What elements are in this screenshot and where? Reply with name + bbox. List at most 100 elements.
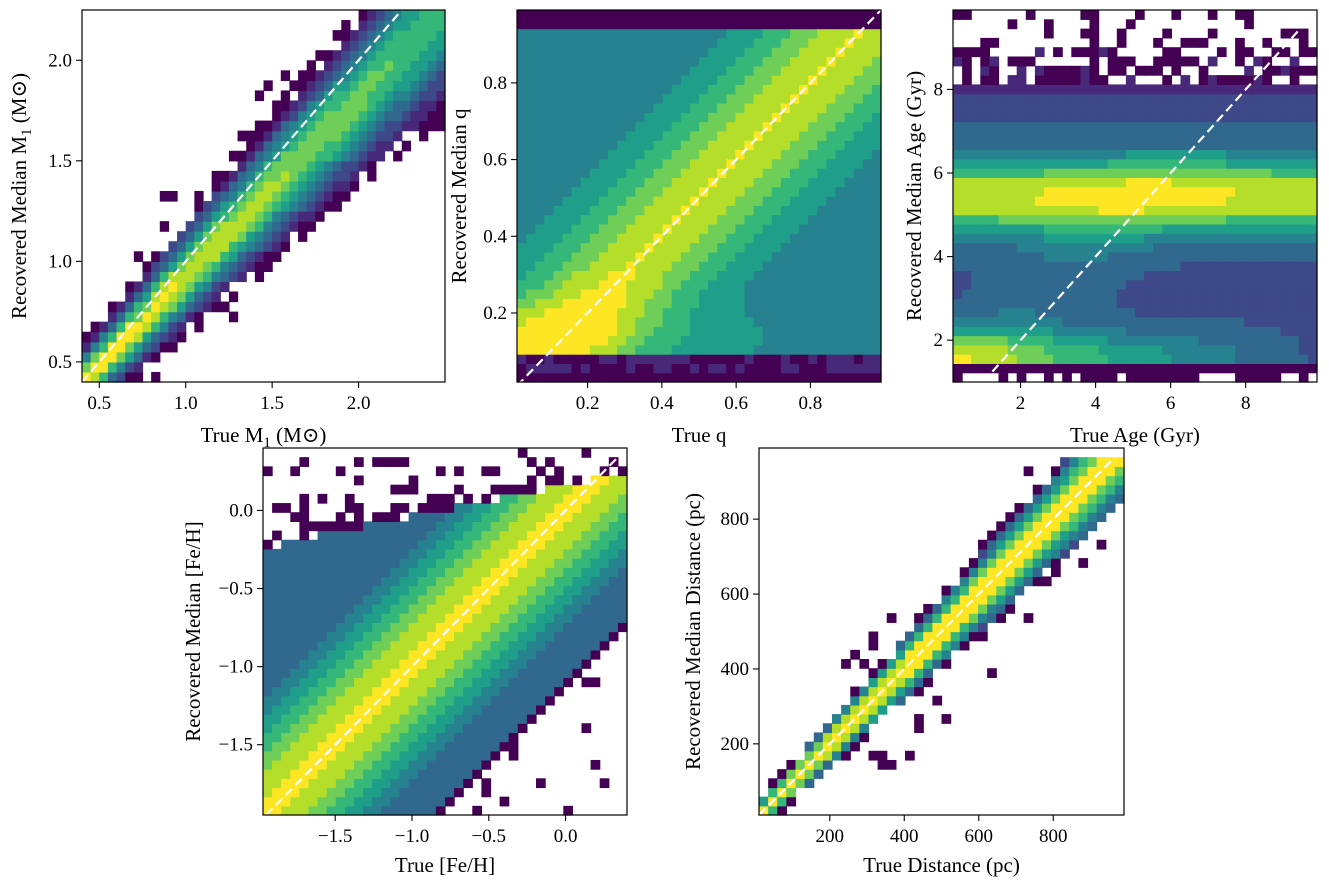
heatmap-cell — [571, 196, 582, 206]
heatmap-cell — [762, 84, 773, 95]
heatmap-cell — [832, 714, 842, 724]
heatmap-cell — [850, 695, 860, 706]
heatmap-cell — [989, 233, 1000, 244]
heatmap-cell — [581, 631, 592, 642]
heatmap-cell — [744, 10, 755, 20]
plot-frame-m1 — [81, 9, 446, 383]
heatmap-cell — [290, 659, 300, 669]
heatmap-cell — [853, 196, 864, 206]
heatmap-cell — [662, 214, 673, 225]
heatmap-cell — [381, 548, 391, 559]
heatmap-cell — [1207, 354, 1218, 364]
heatmap-cell — [526, 121, 536, 132]
heatmap-cell — [399, 677, 410, 688]
heatmap-cell — [580, 214, 591, 225]
heatmap-cell — [989, 196, 1000, 206]
heatmap-cell — [744, 251, 755, 262]
heatmap-cell — [653, 372, 664, 383]
heatmap-cell — [998, 307, 1009, 318]
heatmap-cell — [408, 741, 419, 752]
heatmap-cell — [1298, 261, 1309, 271]
heatmap-cell — [626, 158, 636, 169]
heatmap-cell — [358, 20, 368, 31]
heatmap-cell — [895, 649, 906, 660]
heatmap-cell — [1289, 140, 1300, 151]
heatmap-cell — [571, 130, 582, 141]
heatmap-cell — [554, 585, 564, 596]
heatmap-cell — [780, 75, 791, 85]
heatmap-cell — [1307, 177, 1318, 188]
heatmap-cell — [753, 65, 764, 76]
heatmap-cell — [306, 221, 316, 232]
heatmap-cell — [771, 205, 782, 216]
heatmap-cell — [853, 65, 864, 76]
heatmap-cell — [717, 270, 727, 281]
heatmap-cell — [1144, 344, 1154, 355]
heatmap-cell — [1171, 316, 1182, 327]
heatmap-cell — [1116, 344, 1127, 355]
heatmap-cell — [1226, 186, 1236, 197]
heatmap-cell — [372, 787, 382, 798]
heatmap-cell — [1216, 47, 1227, 58]
heatmap-cell — [1280, 214, 1291, 225]
heatmap-cell — [1298, 149, 1309, 160]
heatmap-cell — [363, 686, 373, 697]
heatmap-cell — [608, 530, 619, 541]
heatmap-cell — [726, 196, 736, 206]
heatmap-cell — [780, 158, 791, 169]
heatmap-cell — [835, 251, 846, 262]
heatmap-cell — [717, 158, 727, 169]
heatmap-cell — [435, 548, 446, 559]
heatmap-cell — [1216, 75, 1227, 85]
heatmap-cell — [653, 19, 664, 30]
heatmap-cell — [905, 668, 915, 678]
heatmap-cell — [699, 140, 709, 151]
heatmap-cell — [1244, 279, 1254, 290]
heatmap-cell — [125, 371, 135, 383]
heatmap-cell — [1226, 121, 1236, 132]
heatmap-cell — [735, 84, 746, 95]
heatmap-cell — [326, 677, 337, 688]
heatmap-cell — [1226, 307, 1236, 318]
heatmap-cell — [808, 307, 818, 318]
heatmap-cell — [401, 20, 412, 31]
heatmap-cell — [536, 576, 546, 587]
heatmap-cell — [599, 503, 610, 513]
heatmap-cell — [1289, 298, 1300, 309]
heatmap-cell — [372, 622, 382, 633]
heatmap-cell — [159, 331, 170, 343]
heatmap-cell — [384, 110, 394, 122]
heatmap-cell — [572, 659, 583, 669]
heatmap-cell — [272, 787, 282, 798]
heatmap-cell — [1198, 261, 1209, 271]
heatmap-cell — [554, 512, 564, 522]
heatmap-cell — [799, 149, 809, 160]
heatmap-cell — [1089, 233, 1100, 244]
heatmap-cell — [580, 251, 591, 262]
heatmap-cell — [644, 344, 655, 355]
heatmap-cell — [563, 594, 573, 605]
heatmap-cell — [326, 631, 337, 642]
heatmap-cell — [717, 149, 727, 160]
heatmap-cell — [953, 56, 963, 67]
heatmap-cell — [1153, 344, 1163, 355]
heatmap-cell — [381, 714, 391, 724]
heatmap-cell — [826, 316, 837, 327]
heatmap-cell — [989, 186, 1000, 197]
heatmap-cell — [517, 603, 528, 614]
heatmap-cell — [435, 769, 446, 779]
heatmap-cell — [835, 149, 846, 160]
heatmap-cell — [905, 686, 915, 697]
heatmap-cell — [1189, 130, 1200, 141]
heatmap-cell — [1198, 270, 1209, 281]
heatmap-cell — [1053, 47, 1063, 58]
heatmap-cell — [835, 242, 846, 253]
heatmap-cell — [753, 121, 764, 132]
heatmap-cell — [726, 84, 736, 95]
heatmap-cell — [1016, 251, 1027, 262]
heatmap-cell — [326, 787, 337, 798]
heatmap-cell — [1253, 233, 1263, 244]
heatmap-cell — [835, 10, 846, 20]
heatmap-cell — [871, 251, 882, 262]
heatmap-cell — [871, 335, 882, 346]
